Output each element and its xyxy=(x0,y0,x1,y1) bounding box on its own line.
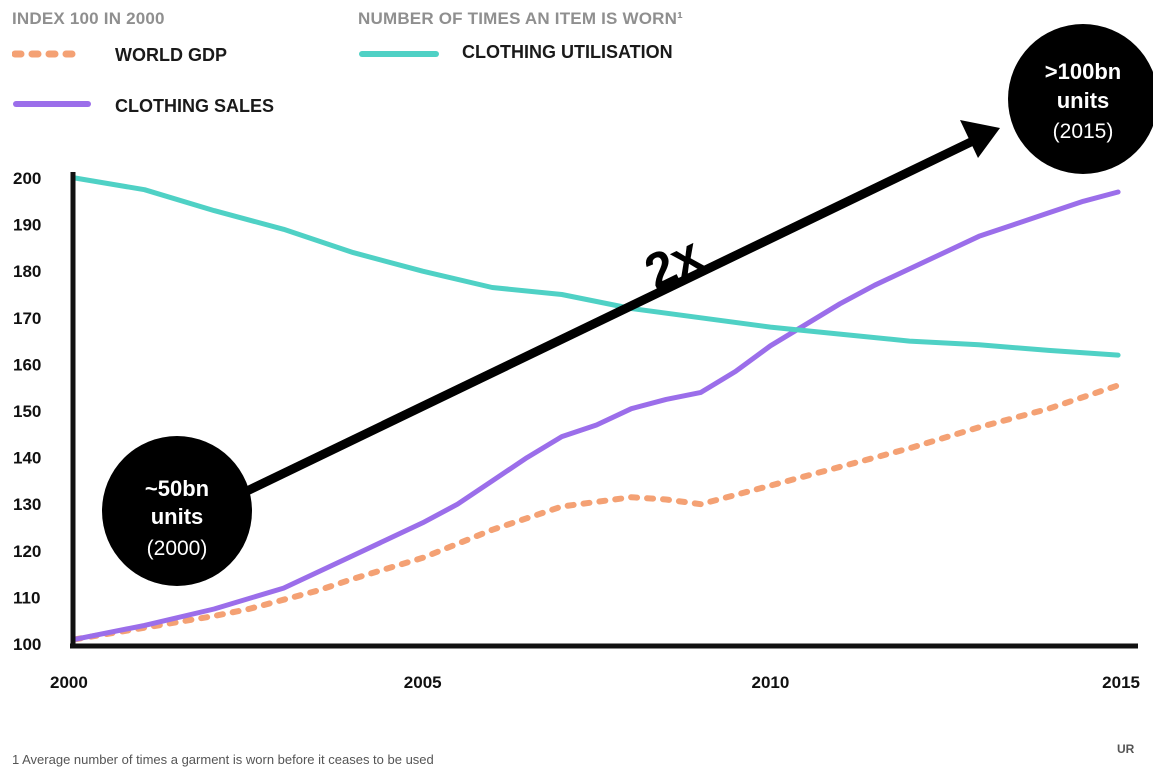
legend-swatch-sales xyxy=(13,101,91,107)
bubble-2000-year: (2000) xyxy=(147,537,208,560)
bubble-2000-line2: units xyxy=(151,504,204,529)
bubble-2015: >100bn units (2015) xyxy=(1008,24,1153,174)
bubble-2000: ~50bn units (2000) xyxy=(102,436,252,586)
y-tick-label: 190 xyxy=(13,216,41,235)
series-line-clothing-utilisation xyxy=(72,175,1121,358)
legend-swatch-utilisation xyxy=(359,51,439,57)
bubble-2015-line1: >100bn xyxy=(1045,59,1121,84)
legend-label-utilisation: CLOTHING UTILISATION xyxy=(462,42,673,62)
y-tick-label: 170 xyxy=(13,309,41,328)
y-tick-label: 150 xyxy=(13,402,41,421)
x-tick-label: 2000 xyxy=(50,673,88,692)
growth-arrow xyxy=(243,120,1000,497)
y-tick-label: 120 xyxy=(13,542,41,561)
legend-label-sales: CLOTHING SALES xyxy=(115,96,275,116)
chart-header-worn: NUMBER OF TIMES AN ITEM IS WORN¹ xyxy=(358,9,683,28)
x-tick-label: 2010 xyxy=(751,673,789,692)
y-tick-label: 200 xyxy=(13,169,41,188)
y-tick-label: 160 xyxy=(13,355,41,374)
chart-header-index: INDEX 100 IN 2000 xyxy=(12,9,165,28)
y-tick-label: 110 xyxy=(13,588,40,607)
legend-swatch-gdp xyxy=(12,50,82,58)
x-tick-label: 2005 xyxy=(404,673,442,692)
legend-label-gdp: WORLD GDP xyxy=(115,45,227,65)
bubble-2015-year: (2015) xyxy=(1053,120,1114,143)
series-line-world-gdp xyxy=(72,382,1122,643)
brand-logo: UR xyxy=(1117,742,1135,756)
y-tick-label: 140 xyxy=(13,449,41,468)
y-tick-label: 180 xyxy=(13,262,41,281)
bubble-2015-line2: units xyxy=(1057,88,1110,113)
growth-multiplier-label: 2x xyxy=(636,226,711,301)
series-layer xyxy=(72,175,1122,643)
y-tick-label: 100 xyxy=(13,635,41,654)
series-line-clothing-sales xyxy=(72,189,1121,642)
y-tick-labels: 200 190 180 170 160 150 140 130 120 110 100 xyxy=(13,169,41,654)
x-tick-labels: 2000 2005 2010 2015 xyxy=(50,673,1140,692)
bubble-2000-line1: ~50bn xyxy=(145,476,209,501)
x-tick-label: 2015 xyxy=(1102,673,1140,692)
y-tick-label: 130 xyxy=(13,495,41,514)
